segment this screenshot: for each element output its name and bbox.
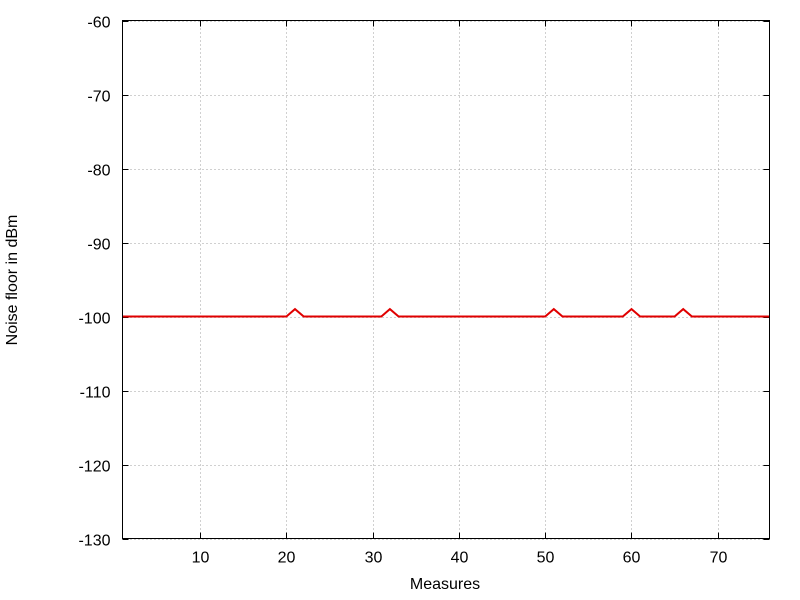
x-tick-label: 70 [710, 550, 728, 567]
x-tick-label: 50 [537, 550, 555, 567]
y-tick-label: -100 [78, 311, 110, 328]
plot-frame [122, 20, 770, 539]
series-line [122, 307, 770, 318]
x-tick-label: 20 [278, 550, 296, 567]
y-tick-label: -90 [87, 237, 110, 254]
x-tick-label: 60 [623, 550, 641, 567]
y-tick-label: -80 [87, 163, 110, 180]
series-layer [122, 307, 770, 318]
y-tick-label: -120 [78, 459, 110, 476]
x-tick-label: 30 [365, 550, 383, 567]
x-tick-labels: 10 20 30 40 50 60 70 [192, 550, 728, 567]
x-tick-label: 10 [192, 550, 210, 567]
y-tick-label: -110 [80, 385, 111, 402]
x-axis-label: Measures [410, 576, 480, 593]
y-tick-label: -60 [87, 15, 110, 32]
y-tick-label: -70 [87, 89, 110, 106]
y-axis-label: Noise floor in dBm [4, 215, 21, 346]
x-tick-label: 40 [451, 550, 469, 567]
axis-ticks [122, 20, 770, 540]
grid [122, 20, 770, 540]
y-tick-labels: -60 -70 -80 -90 -100 -110 -120 -130 [78, 15, 110, 550]
y-tick-label: -130 [78, 533, 110, 550]
